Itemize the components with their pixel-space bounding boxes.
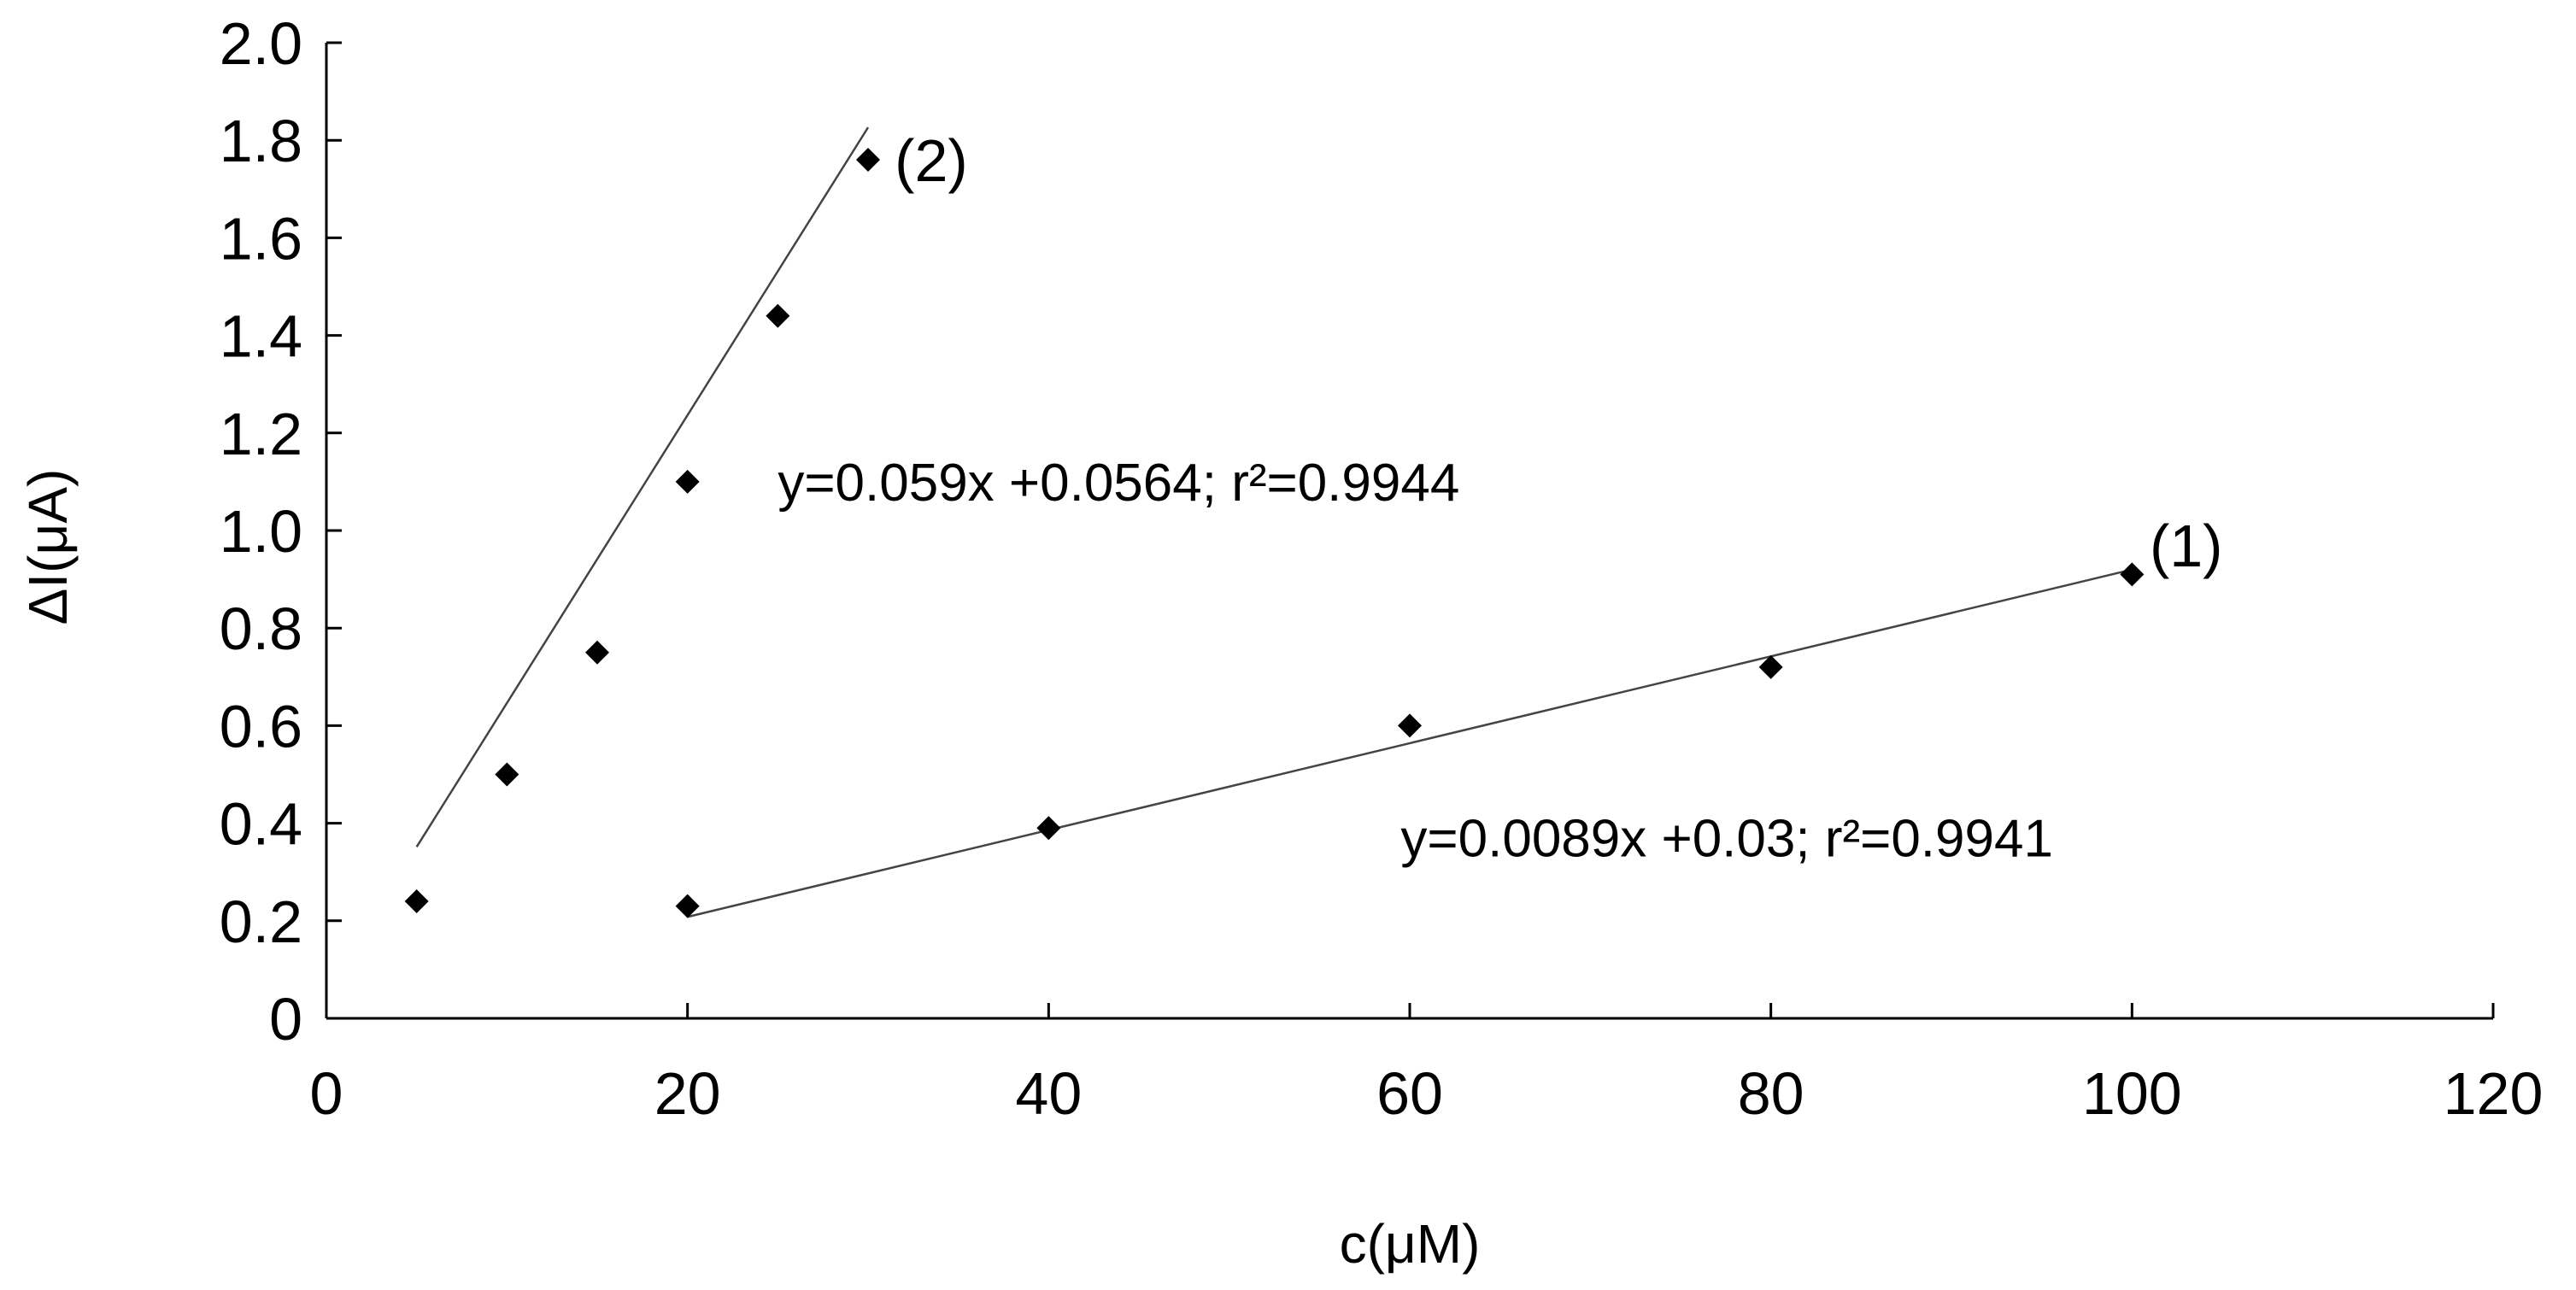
data-point-series-2 [766,303,790,328]
data-point-series-1 [1758,654,1783,679]
y-axis-title: ΔI(μA) [17,469,79,625]
x-axis-title: c(μM) [1340,1213,1481,1275]
series-label-1: (1) [2150,513,2223,579]
y-tick-label: 0.4 [220,791,302,858]
fit-line-series-1 [687,568,2133,918]
equation-label-series-1: y=0.0089x +0.03; r²=0.9941 [1400,810,2053,869]
y-tick-label: 1.8 [220,108,302,174]
fit-line-series-2 [415,126,870,848]
x-tick-label: 80 [1738,1060,1804,1127]
data-point-series-2 [404,888,429,913]
y-tick-label: 0.2 [220,888,302,955]
data-point-series-1 [675,894,700,918]
y-tick-label: 1.2 [220,401,302,467]
x-ticks: 0 20 40 60 80 100 120 [310,1003,2544,1127]
data-points [404,148,2145,918]
data-point-series-1 [2120,562,2145,587]
y-ticks: 0 0.2 0.4 0.6 0.8 1.0 1.2 1.4 1.6 1.8 2.0 [220,10,342,1053]
equation-label-series-2: y=0.059x +0.0564; r²=0.9944 [777,454,1459,513]
x-tick-label: 100 [2082,1060,2182,1127]
data-point-series-2 [856,148,880,173]
annotations: (2) y=0.059x +0.0564; r²=0.9944 (1) y=0.008… [777,127,2222,869]
x-tick-label: 0 [310,1060,343,1127]
x-tick-label: 60 [1376,1060,1443,1127]
fit-lines [415,126,2133,918]
y-tick-label: 2.0 [220,10,302,77]
data-point-series-2 [675,469,700,494]
x-tick-label: 40 [1015,1060,1082,1127]
data-point-series-2 [495,762,519,787]
y-tick-label: 1.6 [220,205,302,272]
data-point-series-1 [1398,713,1422,738]
x-tick-label: 120 [2444,1060,2544,1127]
data-point-series-2 [585,640,609,665]
y-tick-label: 0.8 [220,595,302,662]
y-tick-label: 1.4 [220,303,302,370]
series-label-2: (2) [895,127,968,194]
y-tick-label: 0.6 [220,693,302,759]
y-tick-label: 1.0 [220,498,302,565]
y-tick-label: 0 [269,986,302,1053]
data-point-series-1 [1036,816,1061,841]
x-tick-label: 20 [654,1060,721,1127]
